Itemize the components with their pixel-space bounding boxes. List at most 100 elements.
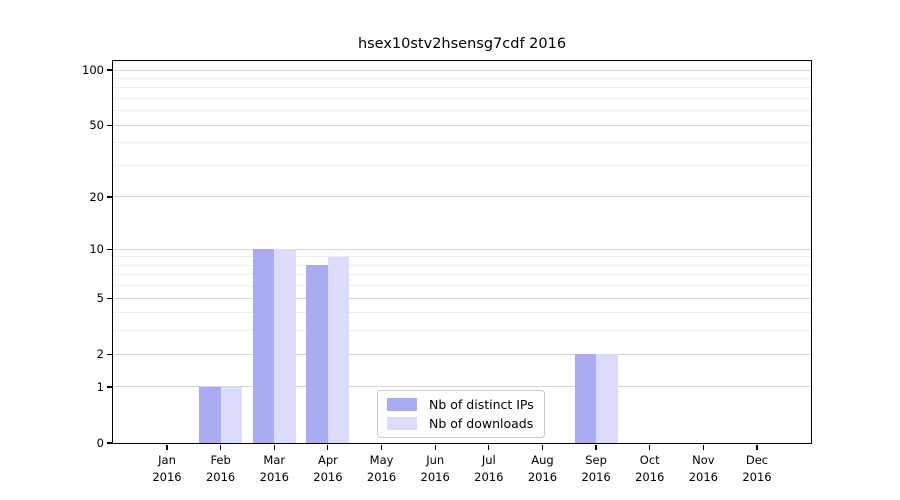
x-axis-tick-label-line: 2016 — [205, 470, 236, 484]
gridline-minor — [113, 110, 811, 112]
x-tick-mark — [595, 444, 597, 450]
y-axis-tick-label: 20 — [89, 189, 104, 204]
legend-item: Nb of downloads — [387, 416, 535, 431]
x-axis-tick-label-line: Jul — [481, 453, 496, 467]
x-axis-tick-label-line: Dec — [745, 453, 769, 467]
gridline-minor — [113, 274, 811, 276]
x-axis-tick-label: May 2016 — [352, 452, 412, 486]
x-tick-mark — [220, 444, 222, 450]
x-tick-mark — [273, 444, 275, 450]
x-axis-tick-label: Aug 2016 — [512, 452, 572, 486]
gridline-major — [113, 196, 811, 198]
y-axis-tick-label: 10 — [89, 242, 104, 257]
x-axis-tick-label: Apr 2016 — [298, 452, 358, 486]
gridline-minor — [113, 165, 811, 166]
x-axis-tick-label: Dec 2016 — [727, 452, 787, 486]
x-axis-tick-label-line: Jan — [158, 453, 176, 467]
gridline-minor — [113, 87, 811, 89]
x-axis-tick-label: Jul 2016 — [459, 452, 519, 486]
gridline-minor — [113, 312, 811, 314]
y-tick-mark — [107, 353, 112, 355]
x-tick-mark — [327, 444, 329, 450]
y-axis-tick-label: 2 — [96, 347, 104, 362]
x-tick-mark — [702, 444, 704, 450]
x-tick-mark — [434, 444, 436, 450]
chart-title: hsex10stv2hsensg7cdf 2016 — [357, 36, 567, 52]
legend-item: Nb of distinct IPs — [387, 397, 535, 412]
x-tick-mark — [649, 444, 651, 450]
bar-distinct-ips-1 — [199, 386, 221, 443]
gridline-minor — [113, 264, 811, 266]
x-tick-mark — [488, 444, 490, 450]
y-tick-mark — [107, 386, 112, 388]
x-axis-tick-label-line: 2016 — [313, 470, 343, 484]
x-axis-tick-label: Feb 2016 — [191, 452, 251, 486]
bar-downloads-8 — [596, 354, 618, 443]
x-axis-tick-label-line: Feb — [210, 453, 231, 467]
x-axis-tick-label-line: 2016 — [742, 470, 772, 484]
x-tick-mark — [380, 444, 383, 450]
x-axis-tick-label-line: May — [369, 453, 394, 467]
y-tick-mark — [107, 442, 112, 444]
x-axis-tick-label-line: Apr — [317, 453, 338, 467]
x-axis-tick-label-line: 2016 — [259, 470, 289, 484]
y-tick-mark — [107, 297, 112, 299]
legend-swatch-icon — [387, 398, 417, 411]
x-axis-tick-label: Nov 2016 — [673, 452, 733, 486]
x-tick-mark — [166, 444, 168, 450]
gridline-major — [113, 69, 811, 71]
gridline-minor — [113, 142, 811, 144]
x-tick-mark — [541, 444, 544, 450]
y-axis-tick-label: 1 — [96, 379, 104, 394]
y-axis-tick-label: 50 — [89, 118, 104, 133]
x-axis-tick-label-line: Nov — [692, 453, 715, 467]
x-axis-tick-label-line: Aug — [531, 453, 554, 467]
x-axis-tick-label-line: 2016 — [527, 470, 558, 484]
x-axis-tick-label-line: Jun — [426, 453, 445, 467]
x-axis-tick-label: Jan 2016 — [137, 452, 197, 486]
x-axis-tick-label-line: 2016 — [420, 470, 450, 484]
x-axis-tick-label: Oct 2016 — [620, 452, 680, 486]
y-axis-tick-label: 5 — [96, 291, 104, 306]
x-axis-tick-label-line: 2016 — [474, 470, 504, 484]
x-axis-tick-label-line: 2016 — [635, 470, 665, 484]
bar-downloads-3 — [327, 256, 350, 443]
legend-label: Nb of distinct IPs — [429, 397, 534, 412]
gridline-minor — [113, 330, 811, 332]
gridline-minor — [113, 256, 811, 258]
y-tick-mark — [107, 248, 112, 250]
bar-downloads-2 — [274, 249, 296, 443]
y-axis-tick-label: 100 — [82, 63, 104, 78]
x-axis-tick-label-line: 2016 — [581, 470, 611, 484]
x-axis-tick-label-line: 2016 — [152, 470, 182, 484]
legend-swatch-icon — [387, 417, 417, 430]
x-axis-tick-label-line: 2016 — [688, 470, 718, 484]
x-axis-tick-label: Mar 2016 — [244, 452, 304, 486]
gridline-major — [113, 353, 811, 355]
x-axis-tick-label: Sep 2016 — [566, 452, 626, 486]
y-tick-mark — [107, 124, 112, 126]
x-axis-tick-label: Jun 2016 — [405, 452, 465, 486]
bar-distinct-ips-2 — [252, 249, 275, 443]
y-axis-tick-label: 0 — [96, 436, 104, 450]
gridline-major — [113, 297, 811, 299]
gridline-minor — [113, 77, 811, 79]
legend: Nb of distinct IPs Nb of downloads — [377, 390, 545, 438]
legend-label: Nb of downloads — [429, 416, 534, 431]
bar-distinct-ips-8 — [574, 354, 597, 443]
x-axis-tick-label-line: Mar — [263, 453, 286, 467]
x-tick-mark — [756, 444, 758, 450]
y-tick-mark — [107, 69, 112, 71]
gridline-major — [113, 124, 811, 126]
plot-area — [113, 61, 811, 443]
gridline-major — [113, 248, 811, 250]
x-axis-tick-label-line: 2016 — [366, 470, 397, 484]
x-axis-tick-label-line: Sep — [585, 453, 607, 467]
gridline-major — [113, 386, 811, 388]
y-tick-mark — [107, 196, 112, 198]
x-axis-tick-label-line: Oct — [639, 453, 660, 467]
gridline-minor — [113, 285, 811, 287]
bar-distinct-ips-3 — [306, 265, 328, 443]
gridline-minor — [113, 98, 811, 100]
